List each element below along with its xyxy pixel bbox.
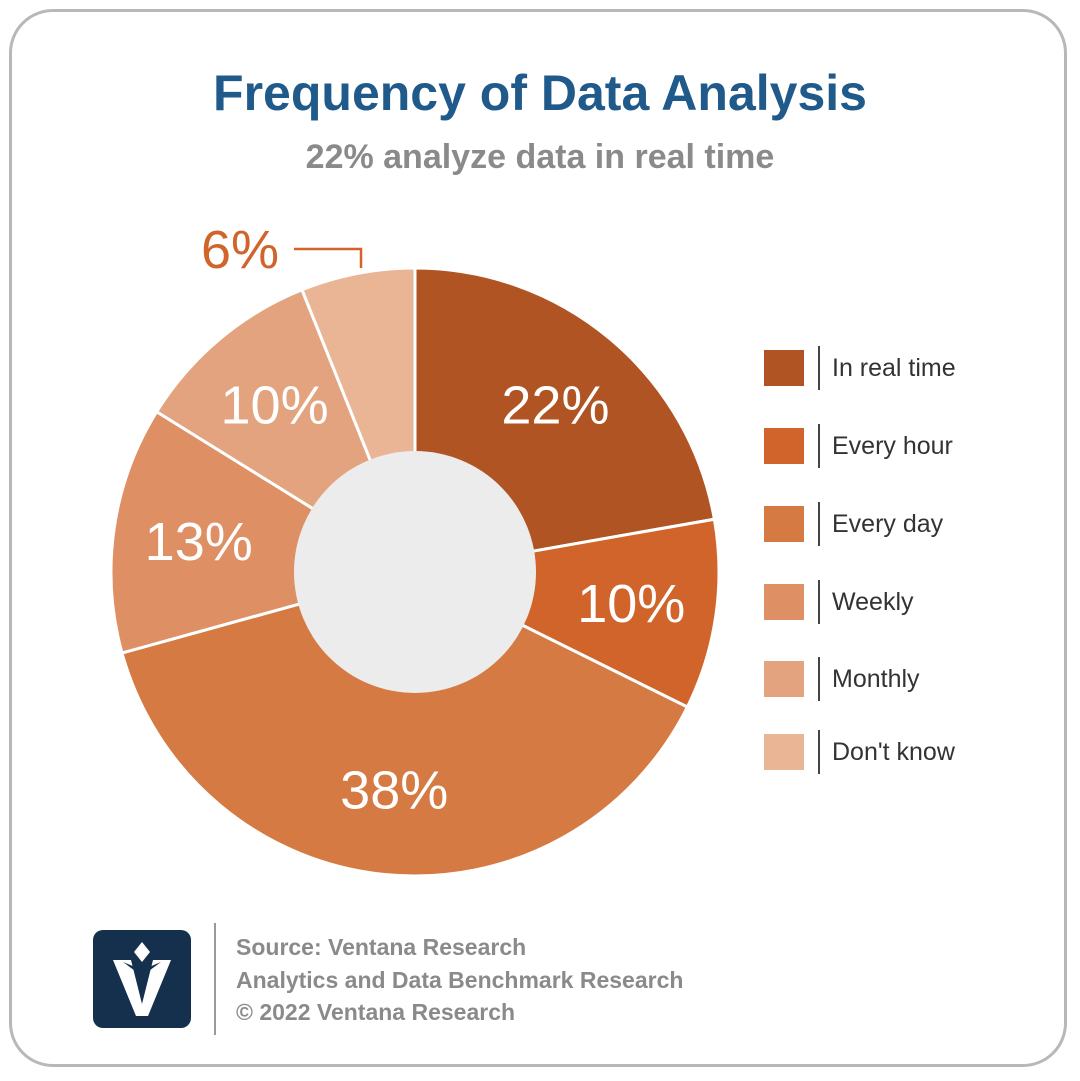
- data-label-every-day: 38%: [340, 761, 448, 821]
- data-label-monthly: 10%: [221, 376, 329, 436]
- legend-swatch: [764, 506, 804, 542]
- legend-item-weekly: Weekly: [764, 580, 1054, 624]
- data-label-weekly: 13%: [145, 512, 253, 572]
- study-line: Analytics and Data Benchmark Research: [236, 967, 684, 993]
- legend-item-every-day: Every day: [764, 502, 1054, 546]
- legend-divider: [818, 657, 820, 701]
- legend-divider: [818, 580, 820, 624]
- source-line: Source: Ventana Research: [236, 934, 527, 960]
- copyright-line: © 2022 Ventana Research: [236, 999, 516, 1025]
- legend-label: Every day: [832, 510, 944, 538]
- legend-item-monthly: Monthly: [764, 657, 1054, 701]
- data-label-every-hour: 10%: [577, 574, 685, 634]
- footer-divider: [214, 923, 216, 1035]
- legend-swatch: [764, 350, 804, 386]
- legend-item-every-hour: Every hour: [764, 424, 1054, 468]
- legend-label: Weekly: [832, 588, 914, 616]
- legend-label: Don't know: [832, 738, 955, 766]
- slice-every-day: [120, 570, 690, 878]
- chart-subtitle: 22% analyze data in real time: [305, 138, 775, 176]
- legend-label: Every hour: [832, 432, 953, 460]
- donut-hole: [294, 451, 536, 693]
- legend-label: Monthly: [832, 665, 920, 693]
- legend-item-in-real-time: In real time: [764, 346, 1054, 390]
- legend-swatch: [764, 734, 804, 770]
- legend-label: In real time: [832, 354, 956, 382]
- legend-divider: [818, 424, 820, 468]
- legend-swatch: [764, 584, 804, 620]
- callout-leader-line: [294, 247, 363, 268]
- data-label-in-real-time: 22%: [501, 376, 609, 436]
- ventana-logo: [93, 930, 191, 1028]
- legend-item-dont-know: Don't know: [764, 730, 1054, 774]
- data-label-don-t-know: 6%: [201, 220, 279, 280]
- chart-title: Frequency of Data Analysis: [213, 65, 867, 121]
- legend-divider: [818, 346, 820, 390]
- legend-swatch: [764, 661, 804, 697]
- legend-divider: [818, 502, 820, 546]
- legend-divider: [818, 730, 820, 774]
- legend-swatch: [764, 428, 804, 464]
- ventana-v-icon: [113, 942, 171, 1016]
